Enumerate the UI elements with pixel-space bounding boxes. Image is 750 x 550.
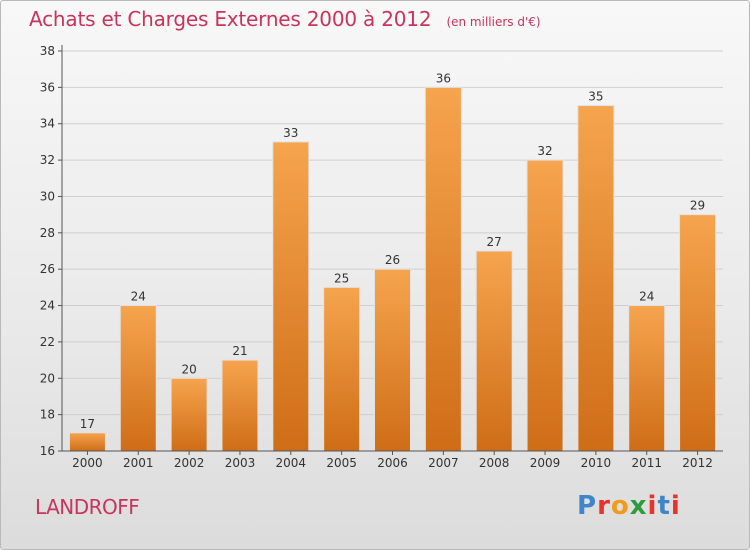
y-tick-label: 22 <box>40 335 55 349</box>
logo-letter: i <box>670 491 681 521</box>
bar <box>272 141 310 452</box>
bar <box>221 359 259 452</box>
x-tick-label: 2002 <box>174 456 205 470</box>
bar <box>526 159 564 452</box>
x-tick-label: 2007 <box>428 456 459 470</box>
x-tick-label: 2000 <box>72 456 103 470</box>
logo-letter: i <box>647 491 658 521</box>
logo-letter: x <box>629 491 648 521</box>
chart-title-row: Achats et Charges Externes 2000 à 2012 (… <box>29 7 541 31</box>
y-tick-label: 28 <box>40 226 55 240</box>
bar-value-label: 29 <box>690 199 705 213</box>
bar <box>374 268 411 452</box>
bar <box>679 214 717 452</box>
bar <box>475 250 513 452</box>
chart-unit: (en milliers d'€) <box>446 15 541 29</box>
bar <box>323 286 361 452</box>
bars: 17 24 20 21 33 25 26 36 27 32 35 24 29 <box>68 71 717 452</box>
bar-value-label: 25 <box>334 271 349 285</box>
chart-title: Achats et Charges Externes 2000 à 2012 <box>29 7 432 31</box>
bar-value-label: 36 <box>436 71 451 85</box>
bar <box>424 86 462 452</box>
logo-letter: P <box>577 491 598 521</box>
bar <box>68 432 106 452</box>
y-tick-label: 20 <box>40 371 55 385</box>
y-tick-label: 26 <box>40 262 55 276</box>
x-tick-label: 2011 <box>631 456 662 470</box>
bar-value-label: 17 <box>80 417 95 431</box>
bar <box>577 105 615 452</box>
bar-value-label: 24 <box>639 290 654 304</box>
x-tick-label: 2010 <box>581 456 612 470</box>
x-tick-label: 2009 <box>530 456 561 470</box>
logo-letter: t <box>657 491 671 521</box>
x-tick-label: 2012 <box>682 456 713 470</box>
y-tick-label: 34 <box>40 117 55 131</box>
bar-value-label: 33 <box>283 126 298 140</box>
x-tick-label: 2001 <box>123 456 154 470</box>
bar-value-label: 24 <box>131 290 146 304</box>
x-axis: 2000 2001 2002 2003 2004 2005 2006 2007 2008 2009… <box>62 450 723 470</box>
bar-value-label: 21 <box>232 344 247 358</box>
bar-value-label: 35 <box>588 90 603 104</box>
proxiti-logo[interactable]: Proxiti <box>577 491 681 521</box>
bar <box>119 305 157 452</box>
bar-value-label: 27 <box>487 235 502 249</box>
y-tick-label: 24 <box>40 299 55 313</box>
x-tick-label: 2004 <box>276 456 307 470</box>
x-tick-label: 2006 <box>377 456 408 470</box>
y-tick-label: 18 <box>40 408 55 422</box>
bar <box>628 305 666 452</box>
y-tick-label: 38 <box>40 44 55 58</box>
place-name: LANDROFF <box>35 495 140 519</box>
y-tick-label: 32 <box>40 153 55 167</box>
logo-letter: r <box>597 491 611 521</box>
bar-value-label: 20 <box>181 362 196 376</box>
x-tick-label: 2003 <box>225 456 256 470</box>
bar <box>170 377 208 452</box>
x-tick-label: 2005 <box>326 456 357 470</box>
y-axis: 16 18 20 22 24 26 28 30 32 34 36 38 <box>40 44 63 458</box>
logo-letter: o <box>610 491 630 521</box>
x-tick-label: 2008 <box>479 456 510 470</box>
y-tick-label: 16 <box>40 444 55 458</box>
y-tick-label: 36 <box>40 80 55 94</box>
y-tick-label: 30 <box>40 189 55 203</box>
bar-value-label: 32 <box>537 144 552 158</box>
bar-value-label: 26 <box>385 253 400 267</box>
